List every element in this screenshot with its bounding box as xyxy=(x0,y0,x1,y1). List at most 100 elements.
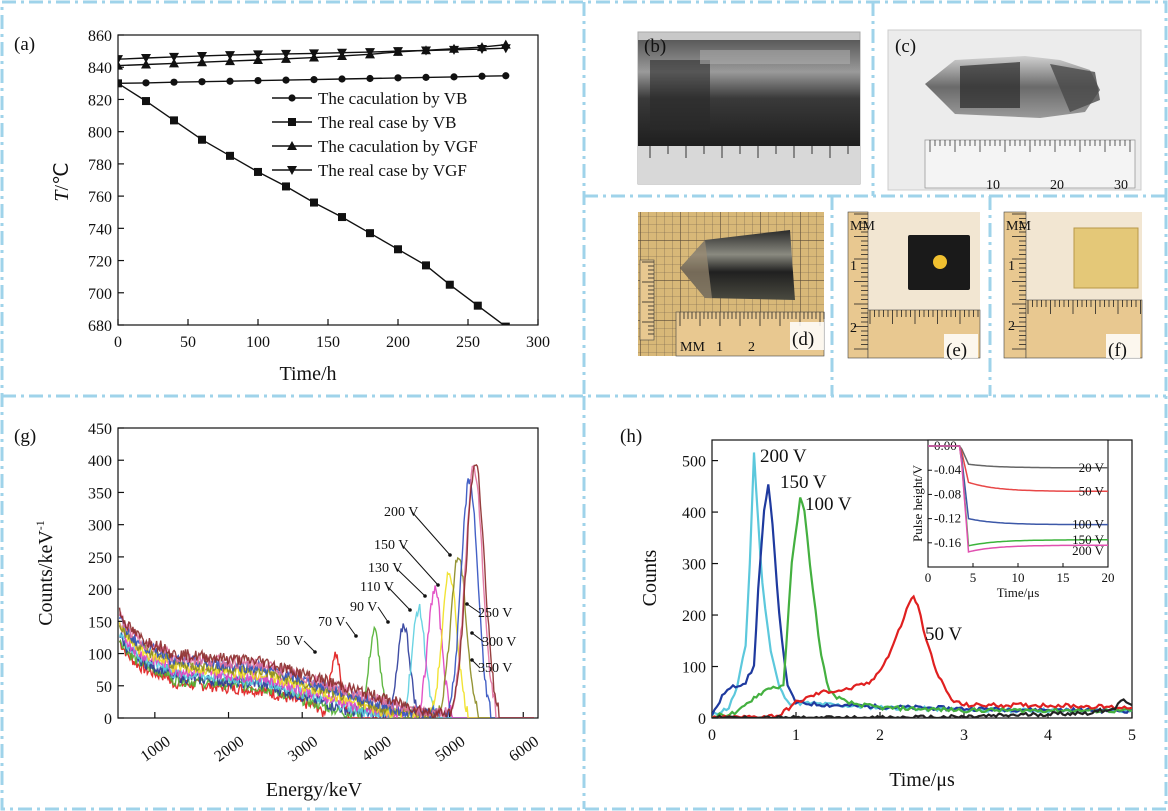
legend-a: The caculation by VB The real case by VB T… xyxy=(272,89,478,180)
data-point xyxy=(169,58,179,68)
data-point xyxy=(281,49,291,59)
x-tick-label-g: 4000 xyxy=(359,733,395,765)
y-tick-label-g: 250 xyxy=(88,550,112,567)
annotation-arrowhead-g xyxy=(448,553,452,557)
data-point xyxy=(169,52,179,62)
annotation-arrowhead-g xyxy=(386,620,390,624)
y-tick-label-g: 300 xyxy=(88,518,112,535)
data-point xyxy=(198,78,206,86)
voltage-annotation-g: 350 V xyxy=(478,661,512,676)
ruler-c-10: 10 xyxy=(986,178,1000,193)
y-axis-label-g: Counts/keV-1 xyxy=(33,520,57,626)
y-tick-label-g: 150 xyxy=(88,614,112,631)
data-point xyxy=(225,56,235,66)
y-tick-label-h: 0 xyxy=(698,711,706,728)
photo-c: 10 20 30 (c) xyxy=(887,29,1142,193)
data-point xyxy=(226,77,234,85)
y-tick-label-a: 720 xyxy=(88,254,112,271)
inset-series-label: 50 V xyxy=(1079,483,1105,498)
x-tick-label-a: 250 xyxy=(456,334,480,351)
x-axis-label-a: Time/h xyxy=(279,363,336,385)
x-tick-label-h: 5 xyxy=(1128,727,1136,744)
data-point xyxy=(366,229,374,238)
data-point xyxy=(501,322,510,325)
spectrum-130V xyxy=(118,585,535,718)
x-axis-label-h: Time/μs xyxy=(889,769,955,791)
data-point xyxy=(422,261,430,270)
y-tick-label-h: 100 xyxy=(682,660,706,677)
x-tick-label-a: 150 xyxy=(316,334,340,351)
annotation-arrow-g xyxy=(303,640,316,653)
y-tick-label-a: 860 xyxy=(88,28,112,45)
data-point xyxy=(288,94,296,102)
data-point xyxy=(473,301,482,310)
x-tick-label-g: 5000 xyxy=(432,733,468,765)
y-tick-label-a: 800 xyxy=(88,125,112,142)
annotation-arrowhead-g xyxy=(423,594,427,598)
inset-x-tick-label: 10 xyxy=(1012,570,1025,585)
voltage-annotation-g: 300 V xyxy=(482,635,516,650)
y-tick-label-a: 820 xyxy=(88,92,112,109)
x-tick-label-h: 2 xyxy=(876,727,884,744)
data-point xyxy=(309,49,319,59)
data-point xyxy=(422,73,430,81)
data-point xyxy=(500,44,511,54)
y-tick-label-g: 100 xyxy=(88,647,112,664)
data-point xyxy=(170,78,178,86)
data-point xyxy=(141,54,151,64)
data-point xyxy=(338,75,346,83)
x-tick-label-a: 0 xyxy=(114,334,122,351)
data-point xyxy=(170,116,178,125)
y-tick-label-g: 450 xyxy=(88,421,112,438)
y-tick-label-g: 50 xyxy=(96,679,112,696)
x-tick-label-a: 100 xyxy=(246,334,270,351)
y-tick-label-a: 740 xyxy=(88,221,112,238)
voltage-annotation-g: 250 V xyxy=(478,606,512,621)
data-point xyxy=(118,60,123,70)
annotation-arrow-g xyxy=(377,606,389,623)
x-tick-label-g: 2000 xyxy=(211,733,247,765)
energy-spectrum-chart: (g) 1000 2000 3000 4000 5000 6000 0 50 100 150 200… xyxy=(14,421,542,801)
data-point xyxy=(142,97,150,106)
voltage-annotation-g: 70 V xyxy=(318,615,345,630)
data-point xyxy=(254,76,262,85)
data-point xyxy=(502,72,510,80)
ruler-f-1: 1 xyxy=(1008,259,1015,274)
panel-label-g: (g) xyxy=(14,426,36,447)
voltage-annotation-h: 150 V xyxy=(780,472,827,493)
panel-label-e: (e) xyxy=(946,340,967,361)
data-point xyxy=(197,51,207,61)
data-point xyxy=(282,76,290,84)
data-point xyxy=(282,182,290,191)
inset-y-tick-label: -0.16 xyxy=(934,535,962,550)
panel-label-a: (a) xyxy=(14,34,35,55)
data-point xyxy=(421,46,431,56)
photo-f: MM 1 2 (f) xyxy=(1003,211,1143,361)
x-tick-label-g: 6000 xyxy=(506,733,542,765)
x-tick-label-h: 4 xyxy=(1044,727,1052,744)
inset-series-label: 100 V xyxy=(1072,517,1105,532)
y-tick-label-a: 700 xyxy=(88,286,112,303)
plot-frame-h xyxy=(711,439,1133,719)
inset-series-label: 150 V xyxy=(1072,532,1105,547)
y-axis-label-a: T/℃ xyxy=(51,162,73,201)
temperature-chart: (a) 0 50 100 150 200 250 300 680 700 720 740 760 780… xyxy=(14,28,550,385)
x-tick-label-a: 50 xyxy=(180,334,196,351)
data-point xyxy=(449,45,459,55)
pulse-100V xyxy=(712,497,1132,718)
annotation-arrow-g xyxy=(471,632,485,643)
data-point xyxy=(394,74,402,82)
data-point xyxy=(365,48,375,58)
data-point xyxy=(253,54,263,64)
spectrum-350V xyxy=(118,464,535,718)
spectrum-150V xyxy=(118,571,535,718)
y-tick-label-a: 840 xyxy=(88,60,112,77)
legend-label: The caculation by VGF xyxy=(318,137,478,156)
voltage-annotation-h: 100 V xyxy=(805,494,852,515)
data-point xyxy=(142,79,150,87)
data-point xyxy=(478,72,486,80)
inset-y-tick-label: -0.08 xyxy=(934,486,961,501)
data-point xyxy=(118,79,122,88)
annotation-arrowhead-g xyxy=(354,634,358,638)
